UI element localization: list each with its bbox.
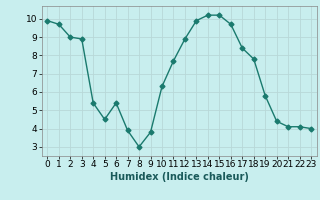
X-axis label: Humidex (Indice chaleur): Humidex (Indice chaleur) <box>110 172 249 182</box>
